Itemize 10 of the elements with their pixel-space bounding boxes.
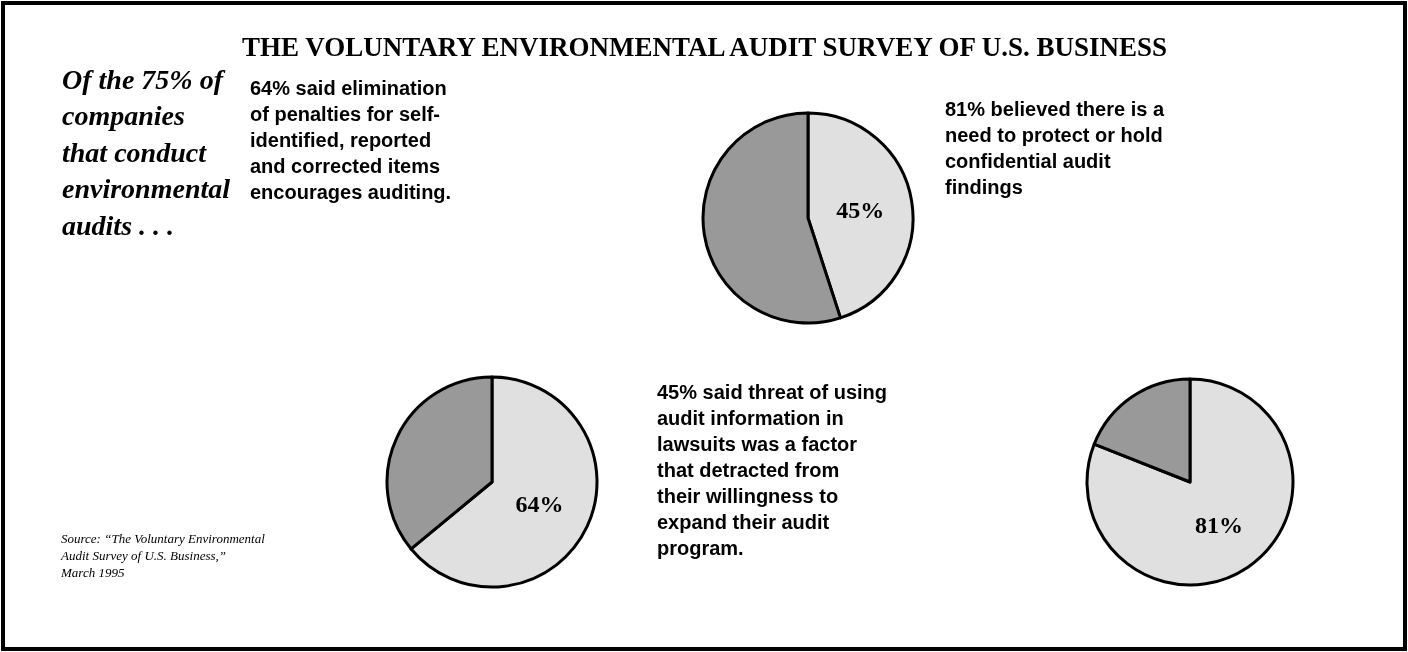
pie-slice bbox=[1085, 377, 1295, 587]
text: 45% said threat of using audit information in lawsuits was a factor that detracted from their willingness to expand their audit program. bbox=[657, 381, 888, 559]
text: 81% believed there is a need to protect or hold confidential audit findings bbox=[945, 98, 1165, 198]
text: Of the 75% of companies that conduct environmental audits . . . bbox=[62, 64, 231, 241]
text: 64% said elimination of penalties for self- identified, reported and corrected items encourages auditing. bbox=[250, 77, 452, 203]
chart-title: THE VOLUNTARY ENVIRONMENTAL AUDIT SURVEY OF U.S. BUSINESS bbox=[242, 32, 1168, 62]
data-label: 81% bbox=[1194, 511, 1243, 538]
data-label: 45% bbox=[836, 196, 885, 223]
data-label: 64% bbox=[515, 491, 564, 518]
source-note: Source: “The Voluntary Environmental Audit Survey of U.S. Business,” March 1995 bbox=[60, 531, 266, 580]
